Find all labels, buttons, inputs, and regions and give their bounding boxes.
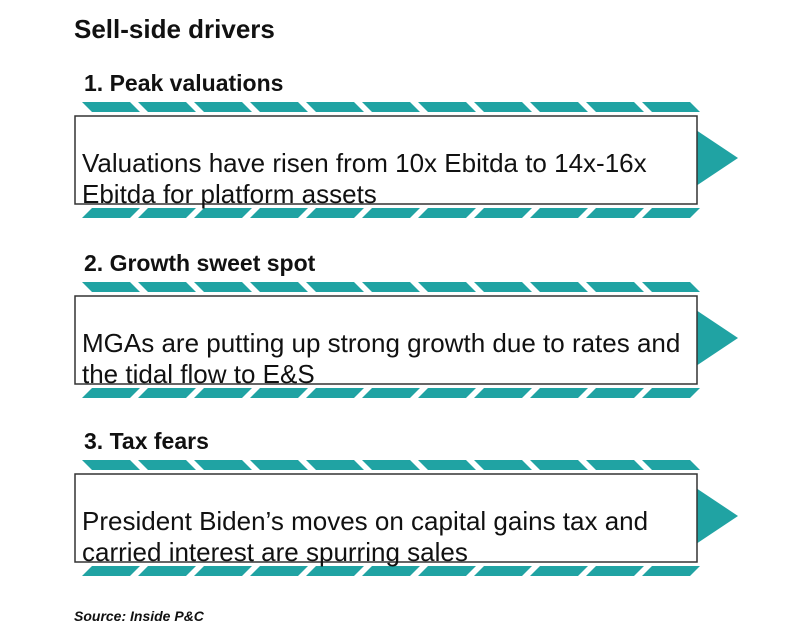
arrow-head-icon [696,310,738,366]
driver-1-heading: 1. Peak valuations [84,70,284,96]
chevron-stripe-bottom [306,208,364,218]
chevron-stripe-top [138,102,196,112]
chevron-stripe-bottom [250,208,308,218]
chevron-stripe-top [474,282,532,292]
diagram-title: Sell-side drivers [74,14,275,44]
driver-1-arrow-graphic [74,102,738,218]
chevron-stripe-bottom [642,388,700,398]
chevron-stripe-top [362,102,420,112]
driver-text-box [74,473,698,563]
chevron-stripe-bottom [586,388,644,398]
driver-2-text: MGAs are putting up strong growth due to… [82,328,681,389]
chevron-stripe-top [306,460,364,470]
driver-text-box [74,115,698,205]
chevron-stripe-bottom [82,388,140,398]
chevron-stripe-bottom [194,388,252,398]
chevron-stripe-top [642,460,700,470]
chevron-stripe-top [418,460,476,470]
chevron-stripe-top [138,282,196,292]
chevron-stripe-bottom [586,566,644,576]
chevron-stripe-bottom [250,566,308,576]
chevron-stripe-bottom [418,388,476,398]
chevron-stripe-bottom [138,388,196,398]
chevron-stripe-bottom [82,566,140,576]
driver-2-arrow-graphic [74,282,738,398]
chevron-stripe-bottom [586,208,644,218]
driver-3-heading: 3. Tax fears [84,428,209,454]
chevron-stripe-bottom [362,208,420,218]
source-note: Source: Inside P&C [74,608,204,624]
chevron-stripe-bottom [82,208,140,218]
chevron-stripe-top [586,460,644,470]
chevron-stripe-top [530,102,588,112]
chevron-stripe-top [82,282,140,292]
chevron-stripe-top [586,282,644,292]
arrow-head-icon [696,488,738,544]
chevron-stripe-bottom [194,566,252,576]
chevron-stripe-bottom [530,566,588,576]
chevron-stripe-top [418,282,476,292]
driver-text-box [74,295,698,385]
chevron-stripe-top [362,460,420,470]
chevron-stripe-top [418,102,476,112]
chevron-stripe-bottom [362,566,420,576]
chevron-stripe-top [194,282,252,292]
chevron-stripe-bottom [642,566,700,576]
chevron-stripe-top [642,282,700,292]
chevron-stripe-top [250,102,308,112]
chevron-stripe-top [474,102,532,112]
chevron-stripe-top [306,282,364,292]
chevron-stripe-bottom [530,208,588,218]
chevron-stripe-top [194,460,252,470]
chevron-stripe-top [474,460,532,470]
driver-3-text: President Biden’s moves on capital gains… [82,506,649,567]
chevron-stripe-top [586,102,644,112]
driver-3: 3. Tax fears President Biden’s moves on … [74,428,744,578]
chevron-stripe-bottom [138,566,196,576]
chevron-stripe-top [250,460,308,470]
driver-2: 2. Growth sweet spot MGAs are putting up… [74,250,744,400]
chevron-stripe-bottom [418,566,476,576]
chevron-stripe-bottom [474,208,532,218]
chevron-stripe-top [82,460,140,470]
chevron-stripe-top [306,102,364,112]
chevron-stripe-top [642,102,700,112]
driver-1-text: Valuations have risen from 10x Ebitda to… [82,148,647,209]
chevron-stripe-bottom [474,388,532,398]
driver-1: 1. Peak valuations Valuations have risen… [74,70,744,220]
chevron-stripe-top [194,102,252,112]
chevron-stripe-top [82,102,140,112]
chevron-stripe-bottom [138,208,196,218]
chevron-stripe-top [362,282,420,292]
arrow-head-icon [696,130,738,186]
chevron-stripe-bottom [530,388,588,398]
chevron-stripe-top [530,460,588,470]
chevron-stripe-bottom [250,388,308,398]
chevron-stripe-bottom [474,566,532,576]
chevron-stripe-bottom [362,388,420,398]
chevron-stripe-bottom [418,208,476,218]
chevron-stripe-bottom [306,388,364,398]
chevron-stripe-bottom [642,208,700,218]
chevron-stripe-top [138,460,196,470]
chevron-stripe-bottom [306,566,364,576]
chevron-stripe-bottom [194,208,252,218]
chevron-stripe-top [250,282,308,292]
chevron-stripe-top [530,282,588,292]
driver-2-heading: 2. Growth sweet spot [84,250,316,276]
driver-3-arrow-graphic [74,460,738,576]
